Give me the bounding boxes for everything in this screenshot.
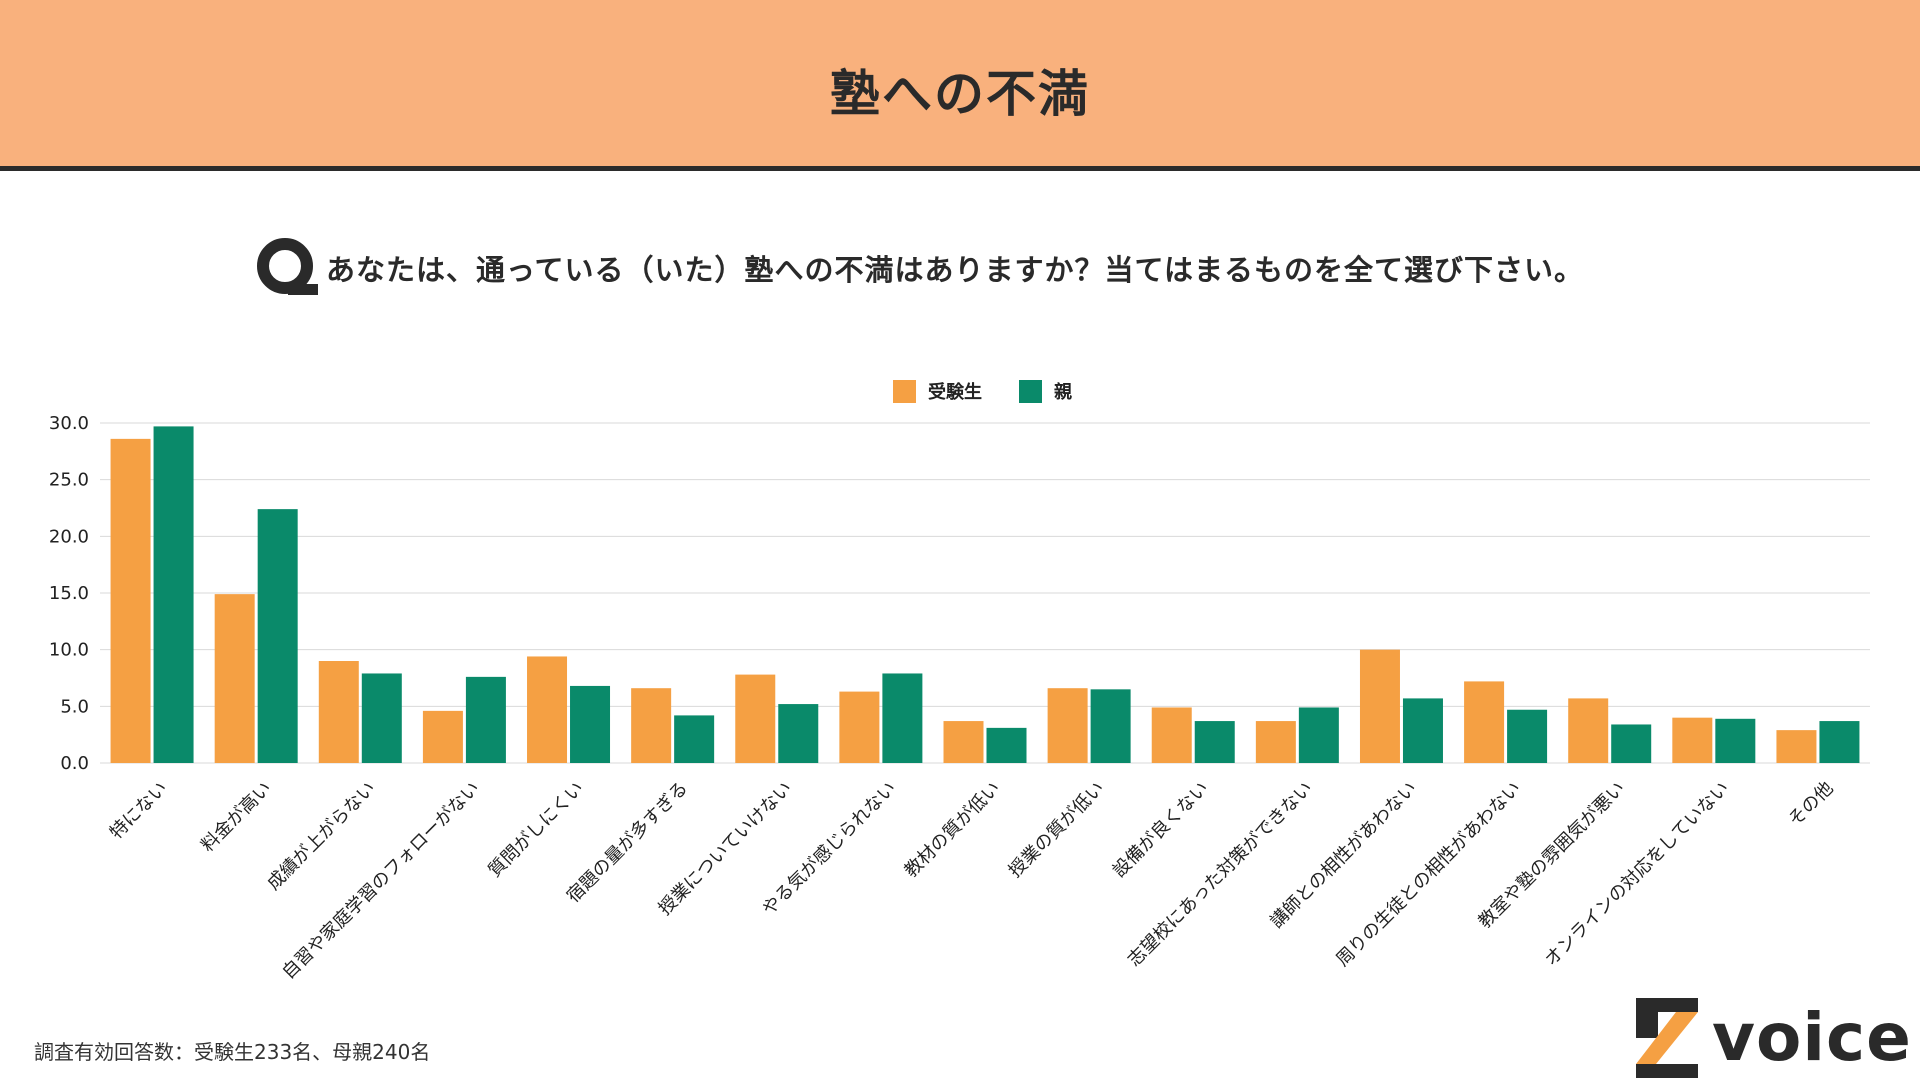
bar-受験生-9 bbox=[1047, 688, 1088, 763]
bar-親-15 bbox=[1715, 718, 1756, 763]
legend-swatch bbox=[893, 380, 916, 403]
bar-chart: 0.0 5.0 10.0 15.0 20.0 25.0 30.0 特にない 料金が高い成績が上が… bbox=[49, 380, 1870, 983]
bar-受験生-16 bbox=[1776, 730, 1817, 763]
x-category-label: 周りの生徒との相性があわない bbox=[1332, 778, 1525, 971]
bar-親-16 bbox=[1819, 721, 1860, 763]
y-tick-label: 15.0 bbox=[49, 583, 89, 604]
x-category-label: 志望校にあった対策ができない bbox=[1124, 778, 1317, 971]
y-tick-label: 25.0 bbox=[49, 470, 89, 491]
x-category-label: 特にない bbox=[106, 778, 172, 844]
bar-受験生-13 bbox=[1464, 681, 1505, 763]
bar-受験生-4 bbox=[527, 656, 568, 763]
bar-受験生-0 bbox=[110, 438, 151, 763]
legend-label: 親 bbox=[1054, 381, 1072, 403]
bar-受験生-2 bbox=[318, 661, 359, 763]
x-category-label: 自習や家庭学習のフォローがない bbox=[278, 778, 484, 984]
y-tick-label: 5.0 bbox=[60, 696, 89, 717]
bar-受験生-10 bbox=[1151, 707, 1192, 763]
bar-親-3 bbox=[465, 676, 506, 763]
x-category-label: 質問がしにくい bbox=[484, 778, 588, 882]
y-tick-label: 30.0 bbox=[49, 413, 89, 434]
bar-親-12 bbox=[1402, 698, 1443, 763]
bar-親-11 bbox=[1298, 707, 1339, 763]
bar-親-0 bbox=[153, 426, 194, 763]
bar-受験生-14 bbox=[1568, 698, 1609, 763]
z-logo-icon bbox=[1636, 998, 1698, 1078]
bar-親-7 bbox=[882, 673, 923, 763]
bar-受験生-3 bbox=[422, 710, 463, 763]
bar-親-9 bbox=[1090, 689, 1131, 763]
bar-親-4 bbox=[570, 685, 611, 763]
x-category-label: 授業の質が低い bbox=[1005, 778, 1109, 882]
bar-受験生-15 bbox=[1672, 717, 1713, 763]
bar-受験生-1 bbox=[214, 594, 255, 763]
bar-受験生-7 bbox=[839, 691, 880, 763]
logo-text: voice bbox=[1712, 999, 1912, 1076]
x-category-label: 料金が高い bbox=[197, 778, 275, 856]
x-category-label: その他 bbox=[1784, 778, 1837, 831]
bar-親-8 bbox=[986, 727, 1027, 763]
y-tick-label: 0.0 bbox=[60, 753, 89, 774]
bar-親-2 bbox=[361, 673, 402, 763]
bar-親-6 bbox=[778, 704, 819, 763]
bar-親-13 bbox=[1507, 709, 1548, 763]
bar-受験生-12 bbox=[1359, 649, 1400, 763]
y-tick-label: 10.0 bbox=[49, 640, 89, 661]
x-category-label: 教材の質が低い bbox=[901, 778, 1005, 882]
footnote: 調査有効回答数：受験生233名、母親240名 bbox=[34, 1040, 431, 1064]
legend-swatch bbox=[1019, 380, 1042, 403]
logo: voice bbox=[1636, 996, 1912, 1080]
bar-受験生-6 bbox=[735, 674, 776, 763]
page-title: 塾への不満 bbox=[830, 65, 1090, 123]
x-category-label: オンラインの対応をしていない bbox=[1541, 778, 1734, 971]
question: あなたは、通っている（いた）塾への不満はありますか？当てはまるものを全て選び下さ… bbox=[254, 236, 1584, 300]
q-icon bbox=[257, 238, 318, 295]
bar-親-5 bbox=[674, 715, 715, 763]
bar-受験生-11 bbox=[1255, 721, 1296, 763]
header-banner: 塾への不満 bbox=[0, 0, 1920, 171]
y-axis: 0.0 5.0 10.0 15.0 20.0 25.0 30.0 bbox=[49, 413, 89, 774]
question-text: あなたは、通っている（いた）塾への不満はありますか？当てはまるものを全て選び下さ… bbox=[326, 253, 1584, 287]
legend-label: 受験生 bbox=[928, 381, 982, 403]
legend: 受験生 親 bbox=[893, 380, 1072, 403]
x-category-label: 設備が良くない bbox=[1109, 778, 1213, 882]
bar-親-1 bbox=[257, 509, 298, 763]
bar-受験生-5 bbox=[631, 688, 672, 763]
y-tick-label: 20.0 bbox=[49, 526, 89, 547]
x-category-label: 成績が上がらない bbox=[263, 778, 380, 895]
bar-受験生-8 bbox=[943, 721, 984, 763]
bars bbox=[110, 426, 1860, 763]
bar-親-10 bbox=[1194, 721, 1235, 763]
bar-親-14 bbox=[1611, 724, 1652, 763]
